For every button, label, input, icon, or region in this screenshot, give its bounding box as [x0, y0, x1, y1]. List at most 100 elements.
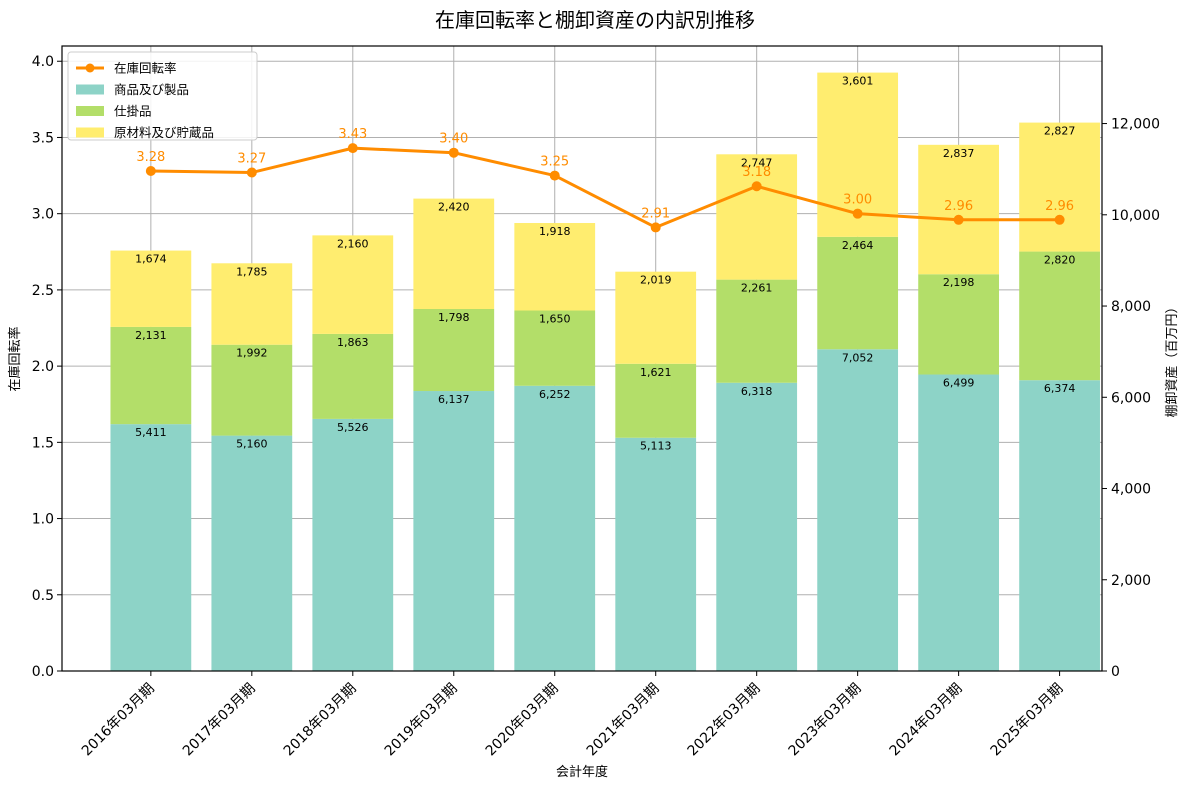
y-left-tick-label: 2.5 — [32, 283, 54, 299]
bar-segment — [716, 382, 798, 671]
bar-value-label: 6,252 — [539, 388, 571, 401]
bar-value-label: 6,499 — [943, 377, 975, 390]
y-right-tick-label: 6,000 — [1111, 390, 1151, 406]
bar-segment — [1019, 251, 1100, 381]
rate-line-path — [150, 146, 1060, 229]
bar-value-label: 3,601 — [842, 75, 874, 88]
rate-line: 3.28 3.27 3.43 3.40 3.25 2.91 3.18 3.00 2.96 2.96 — [136, 127, 1074, 233]
bar-segment — [514, 310, 596, 386]
x-tick-label: 2017年03月期 — [180, 681, 259, 760]
x-axis-title: 会計年度 — [556, 764, 608, 780]
rate-value-label: 3.40 — [439, 132, 468, 147]
y-left-tick-label: 1.0 — [32, 512, 54, 528]
legend-marker — [85, 63, 95, 73]
y-right-tick-label: 4,000 — [1111, 482, 1151, 498]
x-tick-label: 2020年03月期 — [483, 681, 562, 760]
bar-segment — [514, 385, 596, 671]
x-tick-label: 2024年03月期 — [887, 681, 966, 760]
rate-value-label: 3.28 — [136, 150, 165, 165]
y-right-tick-label: 8,000 — [1111, 299, 1151, 315]
bar-segment — [211, 263, 293, 345]
rate-value-label: 2.96 — [944, 199, 973, 214]
bar-segment — [514, 223, 596, 311]
legend-label: 原材料及び貯蔵品 — [114, 125, 214, 140]
rate-point — [347, 143, 358, 154]
bar-value-label: 2,420 — [438, 201, 470, 214]
x-tick-label: 2019年03月期 — [382, 681, 461, 760]
bar-segment — [110, 326, 192, 425]
rate-value-label: 3.43 — [338, 127, 367, 142]
bar-segment — [211, 435, 293, 671]
y-left-tick-label: 0.0 — [32, 664, 54, 680]
bar-value-label: 5,411 — [135, 426, 167, 439]
rate-point — [549, 170, 560, 181]
bar-value-label: 1,798 — [438, 311, 470, 324]
rate-value-label: 2.96 — [1045, 199, 1074, 214]
bar-value-labels: 5,411 2,131 1,674 5,160 1,992 1,785 5,526 1,863… — [135, 75, 1075, 453]
rate-point — [145, 166, 156, 176]
chart-title: 在庫回転率と棚卸資産の内訳別推移 — [435, 8, 755, 32]
bar-value-label: 5,160 — [236, 438, 268, 451]
rate-value-label: 3.00 — [843, 193, 872, 208]
bar-value-label: 7,052 — [842, 351, 874, 364]
bar-value-label: 2,464 — [842, 239, 874, 252]
legend-label: 在庫回転率 — [114, 61, 177, 76]
bar-value-label: 1,674 — [135, 253, 167, 266]
bar-segment — [312, 333, 394, 419]
legend-swatch — [76, 106, 104, 116]
y-right-axis-title: 棚卸資産（百万円） — [1164, 300, 1180, 417]
rate-point — [751, 181, 762, 192]
x-tick-label: 2023年03月期 — [786, 681, 865, 760]
y-left-axis-title: 在庫回転率 — [7, 326, 23, 391]
bar-value-label: 2,747 — [741, 156, 773, 169]
rate-value-label: 3.27 — [237, 152, 266, 167]
bar-segment — [211, 344, 293, 436]
bar-segment — [1019, 122, 1100, 252]
y-right-tick-label: 0 — [1111, 664, 1120, 680]
legend-box — [67, 51, 258, 141]
rate-point — [246, 167, 257, 178]
y-left-tick-label: 3.0 — [32, 207, 54, 223]
bar-segment — [413, 391, 495, 671]
bar-value-label: 2,820 — [1044, 254, 1076, 267]
y-left-tick-label: 4.0 — [32, 54, 54, 70]
bar-segment — [110, 424, 192, 671]
rate-point — [650, 222, 661, 233]
bar-segment — [918, 144, 1000, 275]
x-tick-label: 2018年03月期 — [281, 681, 360, 760]
rate-point — [852, 208, 863, 219]
rate-point — [448, 147, 459, 158]
rate-value-label: 2.91 — [641, 206, 670, 221]
y-left-tick-label: 1.5 — [32, 435, 54, 451]
bar-value-label: 1,650 — [539, 313, 571, 326]
bar-value-label: 2,160 — [337, 237, 369, 250]
bar-segment — [413, 309, 495, 392]
rate-value-label: 3.18 — [742, 165, 771, 180]
bar-segment — [615, 437, 697, 671]
bar-value-label: 2,827 — [1044, 125, 1076, 138]
bar-segment — [918, 374, 1000, 671]
bar-value-label: 1,992 — [236, 347, 268, 360]
bar-segment — [817, 349, 899, 671]
bar-value-label: 2,261 — [741, 282, 773, 295]
y-left-tick-label: 3.5 — [32, 130, 54, 146]
bar-value-label: 2,198 — [943, 276, 975, 289]
bar-segment — [615, 271, 697, 364]
bar-segment — [716, 279, 798, 383]
bar-value-label: 1,621 — [640, 366, 672, 379]
bar-value-label: 1,785 — [236, 265, 268, 278]
x-tick-label: 2016年03月期 — [79, 681, 158, 760]
y-left-tick-label: 2.0 — [32, 359, 54, 375]
y-right-tick-label: 10,000 — [1111, 208, 1160, 224]
x-tick-label: 2025年03月期 — [988, 681, 1067, 760]
bar-segment — [110, 250, 192, 327]
bar-value-label: 2,837 — [943, 147, 975, 160]
bar-value-label: 1,918 — [539, 225, 571, 238]
rate-value-label: 3.25 — [540, 155, 569, 170]
bar-segment — [312, 235, 394, 334]
bar-value-label: 1,863 — [337, 336, 369, 349]
y-right-tick-label: 2,000 — [1111, 573, 1151, 589]
bar-segment — [918, 274, 1000, 375]
